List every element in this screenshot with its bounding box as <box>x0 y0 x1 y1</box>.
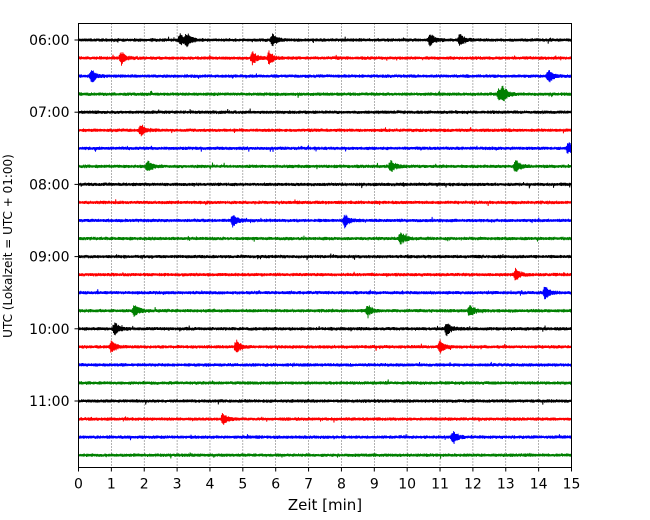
seismic-trace-0915 <box>78 267 572 281</box>
seismic-trace-0630 <box>78 70 572 83</box>
x-tick-label: 0 <box>74 477 83 493</box>
x-tick-label: 6 <box>271 477 280 493</box>
y-tick-label: 08:00 <box>29 177 69 193</box>
seismic-traces <box>78 33 572 459</box>
seismic-trace-0645 <box>78 85 572 102</box>
seismic-trace-1000 <box>78 322 572 337</box>
seismic-trace-1015 <box>78 339 572 354</box>
y-axis-label: UTC (Lokalzeit = UTC + 01:00) <box>1 154 15 338</box>
x-tick-label: 11 <box>431 477 449 493</box>
y-axis-ticks: 06:00 07:00 08:00 09:00 10:00 11:00 <box>29 33 79 410</box>
seismic-trace-0945 <box>78 305 572 319</box>
x-tick-label: 14 <box>530 477 548 493</box>
y-tick-label: 10:00 <box>29 322 69 338</box>
x-tick-label: 2 <box>140 477 149 493</box>
x-tick-label: 9 <box>370 477 379 493</box>
seismic-trace-1145 <box>78 452 572 459</box>
seismic-trace-0845 <box>78 232 572 245</box>
seismic-trace-0615 <box>78 50 572 66</box>
x-tick-label: 1 <box>107 477 116 493</box>
seismic-trace-0900 <box>78 253 572 261</box>
seismic-trace-0930 <box>78 286 572 300</box>
plot-frame <box>78 23 572 468</box>
y-tick-label: 09:00 <box>29 250 69 266</box>
y-tick-label: 11:00 <box>29 394 69 410</box>
y-tick-label: 06:00 <box>29 33 69 49</box>
seismic-trace-1130 <box>78 431 572 444</box>
x-tick-label: 3 <box>173 477 182 493</box>
x-axis-label: Zeit [min] <box>288 496 362 514</box>
seismic-trace-0700 <box>78 108 572 115</box>
seismic-trace-0730 <box>78 142 572 154</box>
x-tick-label: 12 <box>464 477 482 493</box>
x-tick-label: 5 <box>238 477 247 493</box>
x-tick-label: 8 <box>337 477 346 493</box>
y-tick-label: 07:00 <box>29 105 69 121</box>
x-tick-label: 7 <box>304 477 313 493</box>
seismic-trace-1045 <box>78 379 572 386</box>
seismic-trace-1100 <box>78 399 572 405</box>
x-tick-label: 10 <box>398 477 416 493</box>
x-tick-label: 4 <box>206 477 215 493</box>
seismic-trace-0715 <box>78 124 572 137</box>
x-tick-label: 15 <box>563 477 581 493</box>
x-gridlines <box>111 23 539 468</box>
seismic-trace-0745 <box>78 159 572 172</box>
seismic-trace-0815 <box>78 199 572 207</box>
seismic-trace-0830 <box>78 214 572 229</box>
seismic-trace-1115 <box>78 412 572 425</box>
seismic-trace-1030 <box>78 361 572 368</box>
seismic-trace-0800 <box>78 181 572 189</box>
x-axis-ticks: 0 1 2 3 4 5 6 7 8 9 10 11 12 13 14 15 <box>74 467 581 493</box>
seismic-trace-0600 <box>78 33 572 48</box>
x-tick-label: 13 <box>497 477 515 493</box>
